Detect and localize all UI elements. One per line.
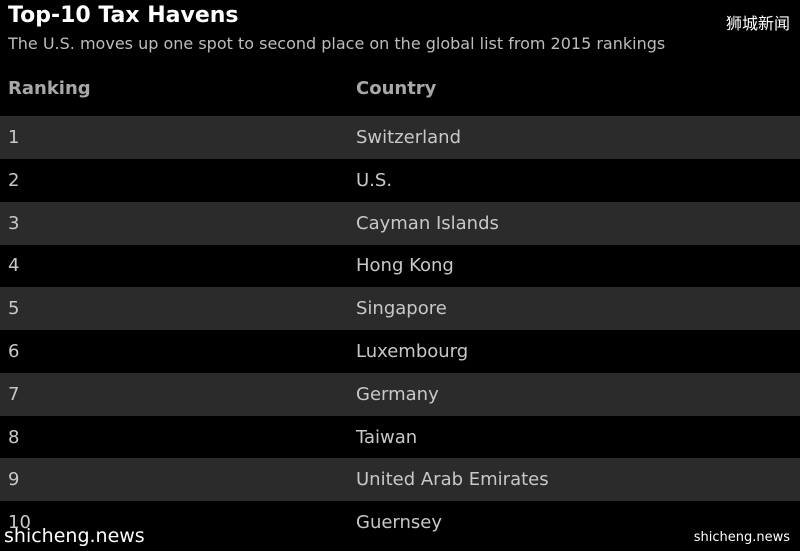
table-row: 3 Cayman Islands [0,201,800,245]
table-row: 5 Singapore [0,287,800,331]
table-row: 9 United Arab Emirates [0,458,800,502]
ranking-cell: 4 [8,255,20,277]
watermark: shicheng.news [693,530,790,545]
table-row: 7 Germany [0,372,800,416]
table-header: Ranking Country [0,78,800,108]
country-cell: Guernsey [356,512,443,534]
subtitle: The U.S. moves up one spot to second pla… [8,34,666,53]
country-cell: Germany [356,383,439,405]
ranking-cell: 8 [8,426,20,448]
watermark: 狮城新闻 [725,14,790,33]
ranking-cell: 7 [8,383,20,405]
table-row: 6 Luxembourg [0,330,800,373]
title: Top-10 Tax Havens [8,3,239,28]
ranking-cell: 3 [8,212,20,234]
table-row: 10 Guernsey [0,501,800,544]
country-cell: Hong Kong [356,255,454,277]
column-header: Ranking [8,78,91,99]
ranking-cell: 9 [8,469,20,491]
ranking-cell: 6 [8,341,20,362]
country-cell: U.S. [356,169,393,191]
table-row: 2 U.S. [0,159,800,202]
ranking-cell: 1 [8,127,20,148]
watermark: shicheng.news [4,525,145,547]
country-cell: Cayman Islands [356,212,499,234]
table-row: 8 Taiwan [0,416,800,459]
table-row: 4 Hong Kong [0,244,800,287]
country-cell: Luxembourg [356,341,469,362]
country-cell: Singapore [356,298,447,320]
ranking-cell: 2 [8,169,20,191]
ranking-cell: 5 [8,298,20,320]
column-header: Country [356,78,437,99]
table-row: 1 Switzerland [0,116,800,159]
country-cell: United Arab Emirates [356,469,549,491]
country-cell: Switzerland [356,127,461,148]
country-cell: Taiwan [356,426,418,448]
ranking-cell: 10 [8,512,31,534]
